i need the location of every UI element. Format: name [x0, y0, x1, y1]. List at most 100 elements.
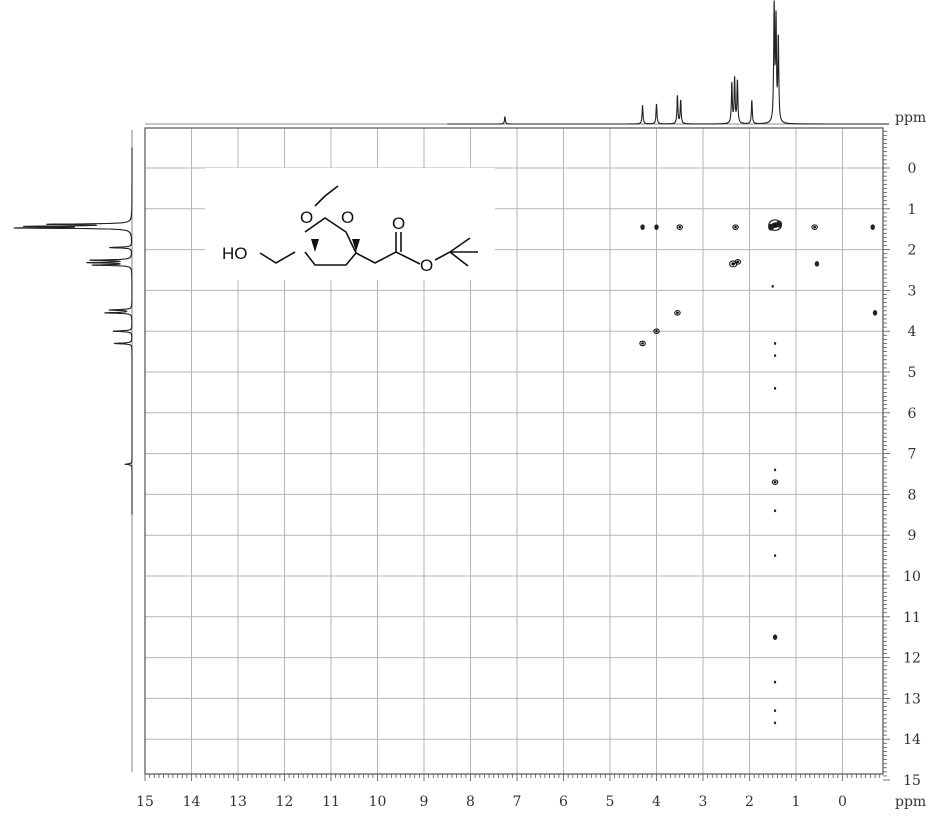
x-tick-label: 8	[466, 794, 475, 810]
bond-tbutyl-3	[449, 251, 469, 267]
wedge-bond-1	[311, 239, 319, 252]
molecule-structure: HO O O O O	[205, 168, 495, 280]
ho-label: HO	[222, 244, 248, 263]
cross-peak-contour	[639, 340, 646, 347]
y-tick-label: 13	[903, 691, 921, 707]
x-tick-label: 3	[699, 794, 708, 810]
cross-peak-contour	[734, 259, 742, 265]
y-tick-label: 3	[908, 283, 917, 299]
x-tick-label: 1	[792, 794, 801, 810]
cross-peak-lobe	[768, 223, 775, 231]
cross-peak	[773, 468, 777, 472]
y-tick-label: 11	[903, 610, 921, 626]
cross-peak-core	[655, 330, 658, 333]
cross-peak	[653, 328, 660, 335]
cross-peak	[872, 310, 878, 316]
y-tick-label: 14	[903, 732, 921, 748]
oxygen-carbonyl: O	[392, 214, 405, 233]
x-tick-label: 7	[513, 794, 522, 810]
bonds-left	[259, 251, 296, 264]
left-projection	[13, 130, 133, 772]
cross-peak-core	[676, 311, 679, 315]
y-tick-label: 12	[903, 651, 921, 667]
cross-peak	[773, 354, 777, 358]
cross-peak	[870, 224, 875, 230]
x-tick-label: 10	[369, 794, 387, 810]
y-tick-label: 9	[908, 528, 917, 544]
cross-peak-dot	[773, 386, 777, 390]
cross-peak-core	[734, 225, 737, 229]
cross-peak	[773, 709, 777, 713]
left-projection-trace	[13, 147, 133, 515]
x-tick-label: 12	[276, 794, 294, 810]
x-tick-label: 2	[745, 794, 754, 810]
cross-peak	[732, 224, 739, 230]
cross-peak-dot	[872, 310, 878, 316]
cross-peak	[773, 680, 777, 684]
y-tick-label: 7	[908, 447, 917, 463]
cross-peak	[676, 224, 683, 230]
x-axis-unit: ppm	[895, 794, 926, 810]
x-tick-label: 5	[606, 794, 615, 810]
y-axis-unit: ppm	[895, 110, 926, 126]
cross-peak-dot	[773, 468, 777, 472]
cross-peaks	[639, 219, 878, 725]
x-tick-label: 6	[559, 794, 568, 810]
cross-peak-contour	[732, 224, 739, 230]
cross-peak-dot	[654, 224, 659, 230]
x-tick-label: 15	[136, 794, 154, 810]
x-tick-label: 0	[838, 794, 847, 810]
cross-peak-core	[678, 225, 682, 229]
cross-peak-core	[813, 225, 816, 229]
cross-peak	[773, 386, 777, 390]
cross-peak-dot	[773, 509, 777, 513]
y-tick-label: 6	[908, 406, 917, 422]
cross-peak-dot	[773, 354, 777, 358]
cross-peak-dot	[773, 680, 777, 684]
cross-peak-dot	[773, 342, 777, 345]
cross-peak	[772, 634, 778, 640]
cross-peak-contour	[653, 328, 660, 335]
y-tick-label: 4	[908, 324, 917, 340]
cross-peak-core	[736, 260, 740, 264]
bonds-chain	[355, 251, 421, 265]
cross-peak-core	[773, 480, 777, 484]
x-tick-label: 9	[420, 794, 429, 810]
cross-peak-dot	[814, 261, 820, 267]
y-tick-label: 15	[903, 773, 921, 789]
y-tick-label: 8	[908, 487, 917, 503]
oxygen-ring-left: O	[300, 208, 313, 227]
cross-peak-dot	[771, 284, 774, 288]
plot-frame	[144, 127, 884, 775]
cross-peak-contour	[771, 479, 779, 485]
y-tick-label: 5	[908, 365, 917, 381]
top-projection-trace	[447, 0, 889, 125]
cross-peak	[674, 310, 681, 316]
cross-peak-dot	[772, 634, 778, 640]
cross-peak-contour	[674, 310, 681, 316]
cross-peak	[639, 340, 646, 347]
top-projection	[145, 0, 889, 125]
wedge-bond-2	[352, 239, 360, 252]
cross-peak	[773, 721, 777, 725]
x-tick-label: 4	[652, 794, 661, 810]
oxygen-ring-right: O	[341, 208, 354, 227]
y-tick-label: 1	[908, 202, 917, 218]
cross-peak-lobe	[776, 220, 783, 228]
y-tick-label: 2	[908, 243, 917, 259]
oxygen-ester: O	[420, 256, 433, 275]
x-tick-label: 11	[322, 794, 340, 810]
cross-peak	[814, 261, 820, 267]
y-tick-label: 10	[903, 569, 921, 585]
cross-peak-dot	[773, 554, 777, 557]
cross-peak	[773, 509, 777, 513]
cross-peak	[771, 479, 779, 485]
cross-peak-core	[731, 262, 736, 266]
cross-peak	[773, 554, 777, 557]
x-axis-ticks: 15 14 13 12 11 10 9 8 7 6 5 4 3 2 1 0	[136, 774, 881, 810]
bonds-gem-dimethyl	[314, 185, 339, 207]
cross-peak-dot	[870, 224, 875, 230]
cross-peak	[734, 259, 742, 265]
